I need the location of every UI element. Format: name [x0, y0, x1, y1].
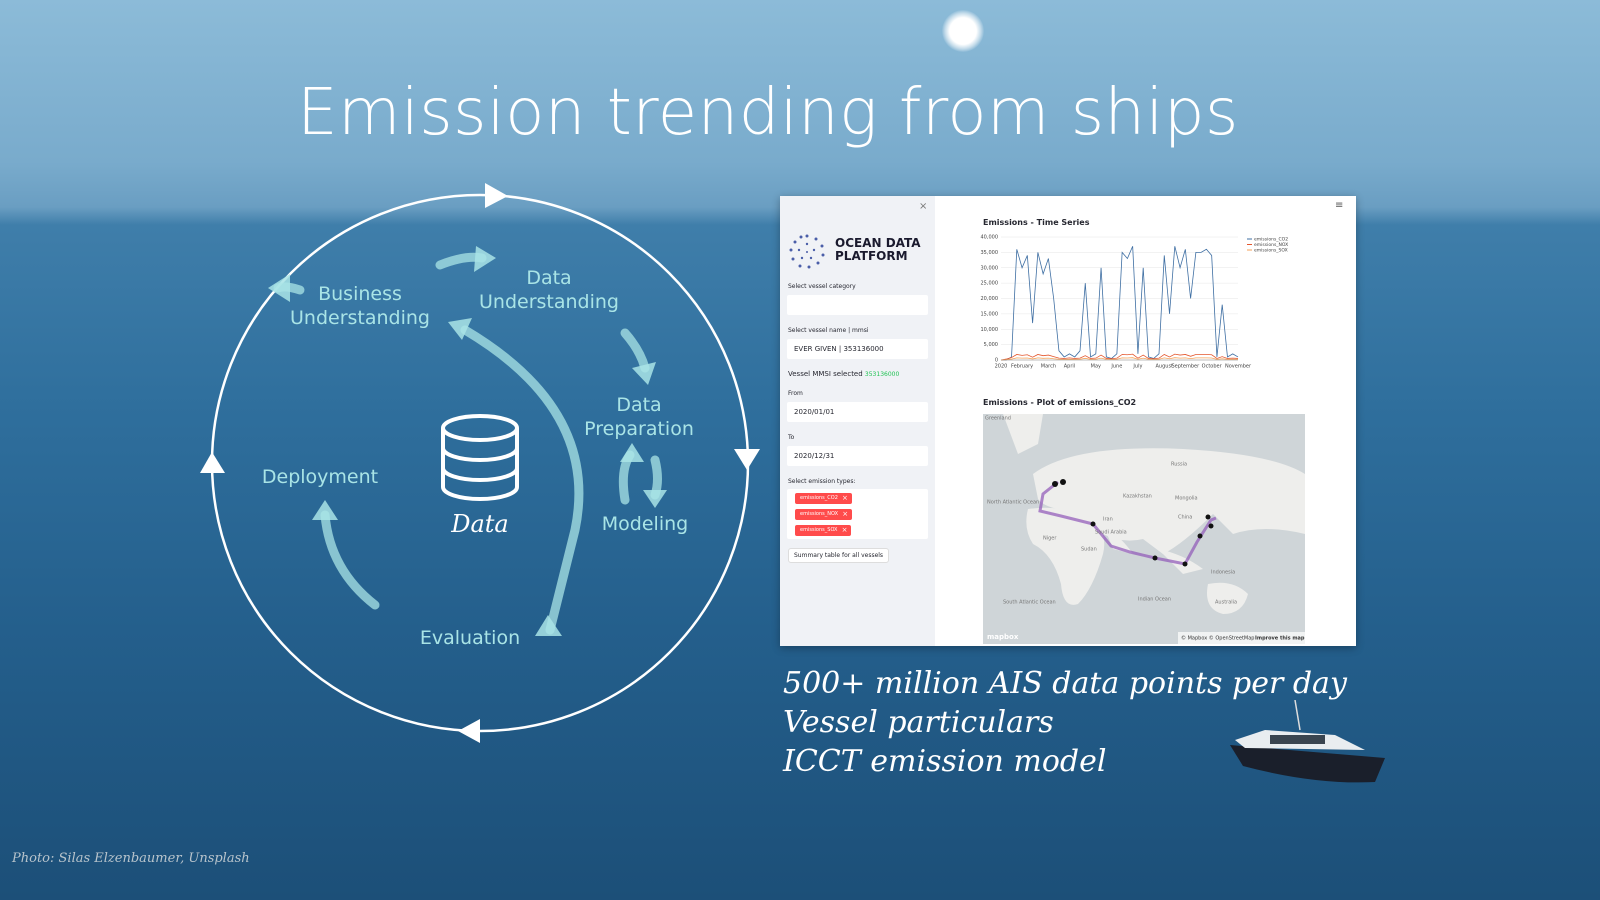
- map-label: China: [1178, 515, 1192, 521]
- x-tick-label: September: [1172, 364, 1201, 370]
- bullet: Vessel particulars: [783, 705, 1054, 740]
- y-tick-label: 20,000: [981, 296, 999, 302]
- stage-label: Data Preparation: [584, 394, 694, 440]
- sidebar: × OCEAN DATA PLATFORM Select vessel cate…: [780, 196, 935, 646]
- x-tick-label: May: [1091, 364, 1101, 370]
- stage-label: Evaluation: [419, 627, 521, 649]
- type-tag[interactable]: emissions_SOX: [795, 525, 852, 536]
- stage-label: Modeling: [601, 513, 689, 535]
- map-label: Iran: [1103, 517, 1113, 523]
- date-input[interactable]: 2020/01/01: [787, 402, 928, 422]
- series-line: [1000, 357, 1239, 361]
- stage-label: Data Understanding: [479, 267, 619, 313]
- map-label: Kazakhstan: [1123, 494, 1152, 500]
- map-improve[interactable]: Improve this map: [1255, 636, 1305, 642]
- app-screenshot: × OCEAN DATA PLATFORM Select vessel cate…: [780, 196, 1356, 646]
- y-tick-label: 0: [995, 358, 998, 364]
- x-tick-label: October: [1202, 364, 1223, 370]
- map-label: Niger: [1043, 536, 1057, 542]
- bullet: 500+ million AIS data points per day: [783, 666, 1347, 701]
- y-tick-label: 15,000: [981, 311, 999, 317]
- field-label: Select vessel name | mmsi: [788, 327, 869, 334]
- map-logo: mapbox: [987, 633, 1019, 641]
- time-series-chart: 0 5,000 10,000 15,000 20,000 25,000 30,000 35,0…: [981, 235, 1289, 370]
- photo-credit: Photo: Silas Elzenbaumer, Unsplash: [12, 851, 250, 866]
- field-label: From: [788, 390, 803, 397]
- x-tick-label: February: [1011, 364, 1033, 370]
- map-label: Greenland: [985, 416, 1011, 422]
- mmsi-label: Vessel MMSI selected 353136000: [788, 370, 899, 378]
- legend-label: emissions_SOX: [1254, 248, 1288, 254]
- brand: OCEAN DATA PLATFORM: [835, 236, 921, 263]
- x-tick-label: 2020: [995, 364, 1008, 370]
- map-attribution[interactable]: © Mapbox © OpenStreetMap: [1181, 635, 1254, 642]
- map-label: Russia: [1171, 462, 1187, 468]
- map-label: Australia: [1215, 600, 1237, 606]
- boat: [1230, 700, 1385, 783]
- map-label: Mongolia: [1175, 496, 1198, 502]
- stage-label: Business Understanding: [290, 283, 430, 329]
- stage-label: Deployment: [261, 466, 379, 488]
- select[interactable]: [787, 295, 928, 315]
- y-tick-label: 25,000: [981, 281, 999, 287]
- chart-title: Emissions - Time Series: [983, 218, 1090, 227]
- y-tick-label: 5,000: [984, 342, 998, 348]
- map-label: Indonesia: [1211, 570, 1235, 576]
- mmsi-value: 353136000: [864, 371, 900, 378]
- field-label: To: [788, 434, 795, 441]
- x-tick-label: August: [1156, 364, 1174, 370]
- x-tick-label: March: [1041, 364, 1056, 370]
- mmsi-label-text: Vessel MMSI selected: [788, 370, 863, 378]
- center-label: Data: [451, 510, 509, 538]
- logo-icon: [789, 234, 825, 269]
- x-tick-label: November: [1225, 364, 1252, 370]
- type-tag[interactable]: emissions_NOX: [795, 509, 853, 520]
- bullet: ICCT emission model: [783, 744, 1107, 779]
- y-tick-label: 35,000: [981, 250, 999, 256]
- y-tick-label: 40,000: [981, 235, 999, 241]
- map-label: South Atlantic Ocean: [1003, 600, 1056, 606]
- select[interactable]: EVER GIVEN | 353136000: [787, 339, 928, 359]
- field-label: Select vessel category: [788, 283, 856, 290]
- close-icon[interactable]: ×: [919, 201, 928, 212]
- type-tag[interactable]: emissions_CO2: [795, 493, 852, 504]
- x-tick-label: July: [1132, 364, 1142, 370]
- cycle-diagram: [200, 183, 760, 743]
- x-tick-label: April: [1064, 364, 1075, 370]
- menu-icon[interactable]: ≡: [1335, 200, 1344, 211]
- y-tick-label: 10,000: [981, 327, 999, 333]
- summary-button[interactable]: Summary table for all vessels: [788, 548, 890, 563]
- slide-title: Emission trending from ships: [297, 76, 1239, 150]
- map-title: Emissions - Plot of emissions_CO2: [983, 398, 1137, 407]
- sun: [942, 10, 984, 52]
- field-label: Select emission types:: [788, 478, 856, 485]
- map-label: Sudan: [1081, 547, 1097, 553]
- legend-label: emissions_CO2: [1254, 237, 1288, 243]
- y-tick-label: 30,000: [981, 265, 999, 271]
- series-line: [1000, 353, 1239, 361]
- series-line: [1001, 246, 1239, 361]
- date-input[interactable]: 2020/12/31: [787, 446, 928, 466]
- map-label: Saudi Arabia: [1095, 530, 1127, 536]
- x-tick-label: June: [1110, 364, 1122, 370]
- map-label: North Atlantic Ocean: [987, 500, 1039, 506]
- legend-label: emissions_NOX: [1254, 242, 1288, 248]
- map-label: Indian Ocean: [1138, 597, 1171, 603]
- map: Greenland Russia North Atlantic Ocean Ka…: [983, 414, 1305, 644]
